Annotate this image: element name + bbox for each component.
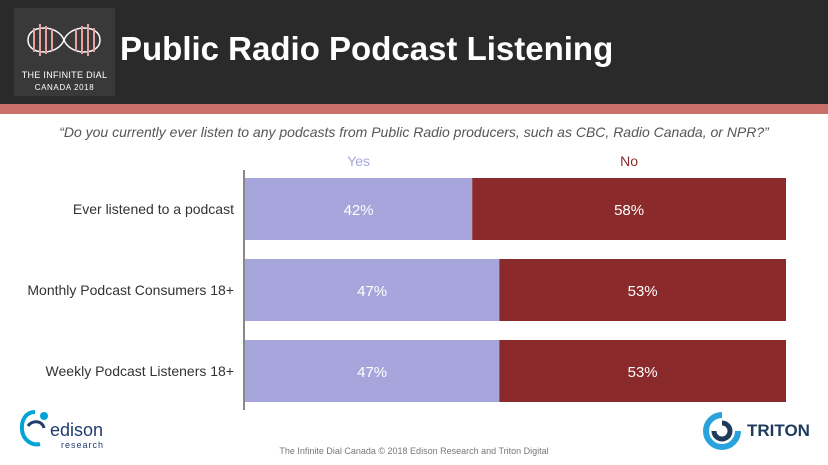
infinity-waveform-icon xyxy=(27,24,101,56)
edison-subtitle: research xyxy=(61,440,105,450)
bar-yes-1 xyxy=(245,259,500,321)
triton-logo-icon xyxy=(703,412,741,450)
data-label-yes-1: 47% xyxy=(357,283,387,300)
triton-wordmark: TRITON xyxy=(747,421,810,440)
data-label-yes-2: 47% xyxy=(357,364,387,381)
bar-no-1 xyxy=(499,259,786,321)
accent-stripe xyxy=(0,104,828,114)
legend-no: No xyxy=(620,153,639,169)
bar-no-0 xyxy=(472,178,786,240)
category-label-2: Weekly Podcast Listeners 18+ xyxy=(46,363,234,379)
logo-line-1: THE INFINITE DIAL xyxy=(21,70,108,80)
category-label-1: Monthly Podcast Consumers 18+ xyxy=(27,282,234,298)
survey-question: “Do you currently ever listen to any pod… xyxy=(59,124,769,140)
legend-yes: Yes xyxy=(347,153,371,169)
logo-line-2: CANADA 2018 xyxy=(34,83,95,92)
edison-wordmark: edison xyxy=(50,420,104,440)
footer-copyright: The Infinite Dial Canada © 2018 Edison R… xyxy=(279,446,549,456)
header-bar: THE INFINITE DIAL CANADA 2018 Public Rad… xyxy=(0,0,828,104)
data-label-yes-0: 42% xyxy=(344,202,374,219)
page-title: Public Radio Podcast Listening xyxy=(120,30,614,67)
infinite-dial-logo: THE INFINITE DIAL CANADA 2018 xyxy=(14,8,115,96)
data-label-no-0: 58% xyxy=(614,202,644,219)
data-label-no-2: 53% xyxy=(628,364,658,381)
bar-no-2 xyxy=(499,340,786,402)
bar-yes-0 xyxy=(245,178,473,240)
category-label-0: Ever listened to a podcast xyxy=(73,201,234,217)
edison-logo-icon xyxy=(19,410,48,447)
data-label-no-1: 53% xyxy=(628,283,658,300)
bar-yes-2 xyxy=(245,340,500,402)
